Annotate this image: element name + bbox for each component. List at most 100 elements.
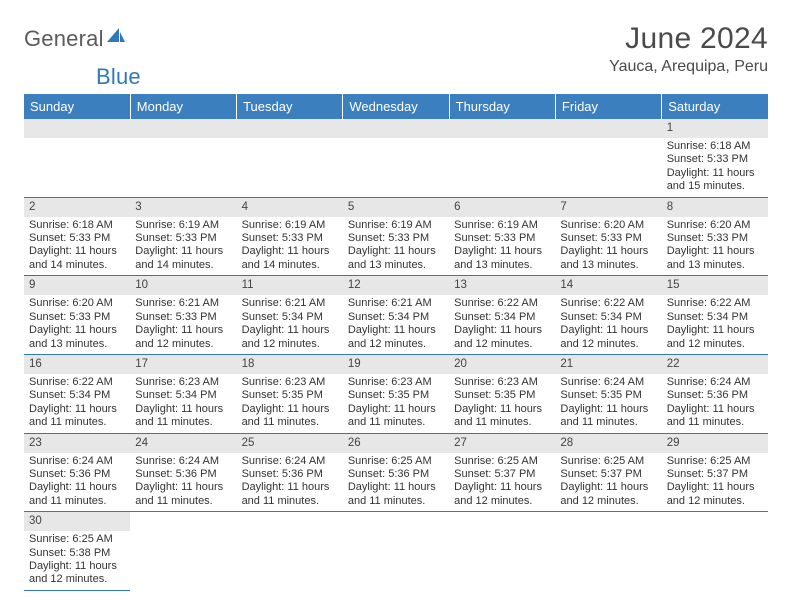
sunset-text: Sunset: 5:34 PM — [348, 311, 444, 324]
calendar-day-cell — [555, 119, 661, 197]
calendar-day-cell — [449, 512, 555, 591]
daylight-text: Daylight: 11 hours and 11 minutes. — [29, 481, 125, 508]
day-number: 9 — [24, 276, 130, 295]
calendar-day-cell: 9Sunrise: 6:20 AMSunset: 5:33 PMDaylight… — [24, 276, 130, 355]
sunset-text: Sunset: 5:33 PM — [242, 232, 338, 245]
calendar-day-cell: 20Sunrise: 6:23 AMSunset: 5:35 PMDayligh… — [449, 354, 555, 433]
day-body: Sunrise: 6:22 AMSunset: 5:34 PMDaylight:… — [24, 374, 130, 433]
sunrise-text: Sunrise: 6:22 AM — [454, 297, 550, 310]
day-number: 16 — [24, 355, 130, 374]
calendar-day-cell: 30Sunrise: 6:25 AMSunset: 5:38 PMDayligh… — [24, 512, 130, 591]
day-number: 25 — [237, 434, 343, 453]
calendar-day-cell — [237, 119, 343, 197]
day-body: Sunrise: 6:25 AMSunset: 5:37 PMDaylight:… — [662, 453, 768, 512]
day-number: 15 — [662, 276, 768, 295]
day-number: 10 — [130, 276, 236, 295]
title-block: June 2024 Yauca, Arequipa, Peru — [609, 22, 768, 76]
day-body: Sunrise: 6:20 AMSunset: 5:33 PMDaylight:… — [24, 295, 130, 354]
calendar-day-cell: 3Sunrise: 6:19 AMSunset: 5:33 PMDaylight… — [130, 197, 236, 276]
day-number: 5 — [343, 198, 449, 217]
daylight-text: Daylight: 11 hours and 12 minutes. — [667, 481, 763, 508]
sunrise-text: Sunrise: 6:25 AM — [29, 533, 125, 546]
calendar-day-cell: 1Sunrise: 6:18 AMSunset: 5:33 PMDaylight… — [662, 119, 768, 197]
daylight-text: Daylight: 11 hours and 14 minutes. — [29, 245, 125, 272]
sunrise-text: Sunrise: 6:22 AM — [667, 297, 763, 310]
sunrise-text: Sunrise: 6:20 AM — [29, 297, 125, 310]
calendar-day-cell: 24Sunrise: 6:24 AMSunset: 5:36 PMDayligh… — [130, 433, 236, 512]
day-body: Sunrise: 6:25 AMSunset: 5:37 PMDaylight:… — [449, 453, 555, 512]
day-number: 12 — [343, 276, 449, 295]
calendar-day-cell: 17Sunrise: 6:23 AMSunset: 5:34 PMDayligh… — [130, 354, 236, 433]
daylight-text: Daylight: 11 hours and 12 minutes. — [560, 481, 656, 508]
calendar-day-cell — [130, 512, 236, 591]
sunset-text: Sunset: 5:35 PM — [560, 389, 656, 402]
day-body: Sunrise: 6:21 AMSunset: 5:33 PMDaylight:… — [130, 295, 236, 354]
calendar-week-row: 23Sunrise: 6:24 AMSunset: 5:36 PMDayligh… — [24, 433, 768, 512]
day-body: Sunrise: 6:21 AMSunset: 5:34 PMDaylight:… — [237, 295, 343, 354]
calendar-day-cell: 10Sunrise: 6:21 AMSunset: 5:33 PMDayligh… — [130, 276, 236, 355]
day-number: 13 — [449, 276, 555, 295]
sunset-text: Sunset: 5:34 PM — [242, 311, 338, 324]
calendar-day-cell: 5Sunrise: 6:19 AMSunset: 5:33 PMDaylight… — [343, 197, 449, 276]
calendar-day-cell: 19Sunrise: 6:23 AMSunset: 5:35 PMDayligh… — [343, 354, 449, 433]
sunset-text: Sunset: 5:33 PM — [560, 232, 656, 245]
calendar-day-cell: 27Sunrise: 6:25 AMSunset: 5:37 PMDayligh… — [449, 433, 555, 512]
sunset-text: Sunset: 5:34 PM — [560, 311, 656, 324]
day-body: Sunrise: 6:22 AMSunset: 5:34 PMDaylight:… — [662, 295, 768, 354]
sunset-text: Sunset: 5:33 PM — [667, 153, 763, 166]
daylight-text: Daylight: 11 hours and 11 minutes. — [348, 403, 444, 430]
calendar-day-cell — [24, 119, 130, 197]
logo-text-general: General — [24, 26, 104, 52]
sunrise-text: Sunrise: 6:24 AM — [135, 455, 231, 468]
sunrise-text: Sunrise: 6:24 AM — [560, 376, 656, 389]
calendar-day-cell: 7Sunrise: 6:20 AMSunset: 5:33 PMDaylight… — [555, 197, 661, 276]
day-number: 19 — [343, 355, 449, 374]
sunset-text: Sunset: 5:33 PM — [29, 311, 125, 324]
sunset-text: Sunset: 5:36 PM — [29, 468, 125, 481]
sunset-text: Sunset: 5:35 PM — [242, 389, 338, 402]
calendar-day-cell: 15Sunrise: 6:22 AMSunset: 5:34 PMDayligh… — [662, 276, 768, 355]
calendar-day-cell: 25Sunrise: 6:24 AMSunset: 5:36 PMDayligh… — [237, 433, 343, 512]
weekday-header: Sunday — [24, 94, 130, 119]
calendar-day-cell: 22Sunrise: 6:24 AMSunset: 5:36 PMDayligh… — [662, 354, 768, 433]
day-body: Sunrise: 6:20 AMSunset: 5:33 PMDaylight:… — [555, 217, 661, 276]
sunrise-text: Sunrise: 6:25 AM — [560, 455, 656, 468]
sunrise-text: Sunrise: 6:20 AM — [667, 219, 763, 232]
sunset-text: Sunset: 5:36 PM — [667, 389, 763, 402]
day-body: Sunrise: 6:18 AMSunset: 5:33 PMDaylight:… — [662, 138, 768, 197]
day-body: Sunrise: 6:24 AMSunset: 5:36 PMDaylight:… — [237, 453, 343, 512]
day-body: Sunrise: 6:19 AMSunset: 5:33 PMDaylight:… — [237, 217, 343, 276]
sunset-text: Sunset: 5:33 PM — [667, 232, 763, 245]
calendar-week-row: 1Sunrise: 6:18 AMSunset: 5:33 PMDaylight… — [24, 119, 768, 197]
empty-day-header — [237, 119, 343, 138]
day-number: 17 — [130, 355, 236, 374]
day-body: Sunrise: 6:23 AMSunset: 5:35 PMDaylight:… — [343, 374, 449, 433]
calendar-week-row: 9Sunrise: 6:20 AMSunset: 5:33 PMDaylight… — [24, 276, 768, 355]
weekday-header: Thursday — [449, 94, 555, 119]
calendar-day-cell: 12Sunrise: 6:21 AMSunset: 5:34 PMDayligh… — [343, 276, 449, 355]
sunrise-text: Sunrise: 6:23 AM — [135, 376, 231, 389]
logo: General — [24, 22, 127, 52]
sunset-text: Sunset: 5:35 PM — [454, 389, 550, 402]
calendar-day-cell — [343, 119, 449, 197]
day-number: 14 — [555, 276, 661, 295]
sunrise-text: Sunrise: 6:20 AM — [560, 219, 656, 232]
sunset-text: Sunset: 5:33 PM — [29, 232, 125, 245]
daylight-text: Daylight: 11 hours and 11 minutes. — [29, 403, 125, 430]
day-body: Sunrise: 6:22 AMSunset: 5:34 PMDaylight:… — [555, 295, 661, 354]
sunrise-text: Sunrise: 6:22 AM — [29, 376, 125, 389]
day-body: Sunrise: 6:21 AMSunset: 5:34 PMDaylight:… — [343, 295, 449, 354]
day-body: Sunrise: 6:23 AMSunset: 5:35 PMDaylight:… — [449, 374, 555, 433]
calendar-day-cell: 23Sunrise: 6:24 AMSunset: 5:36 PMDayligh… — [24, 433, 130, 512]
day-number: 2 — [24, 198, 130, 217]
calendar-week-row: 16Sunrise: 6:22 AMSunset: 5:34 PMDayligh… — [24, 354, 768, 433]
sunrise-text: Sunrise: 6:21 AM — [135, 297, 231, 310]
sunset-text: Sunset: 5:35 PM — [348, 389, 444, 402]
daylight-text: Daylight: 11 hours and 12 minutes. — [667, 324, 763, 351]
empty-day-header — [24, 119, 130, 138]
day-number: 29 — [662, 434, 768, 453]
daylight-text: Daylight: 11 hours and 12 minutes. — [454, 481, 550, 508]
sunset-text: Sunset: 5:36 PM — [242, 468, 338, 481]
calendar-day-cell: 2Sunrise: 6:18 AMSunset: 5:33 PMDaylight… — [24, 197, 130, 276]
day-number: 24 — [130, 434, 236, 453]
